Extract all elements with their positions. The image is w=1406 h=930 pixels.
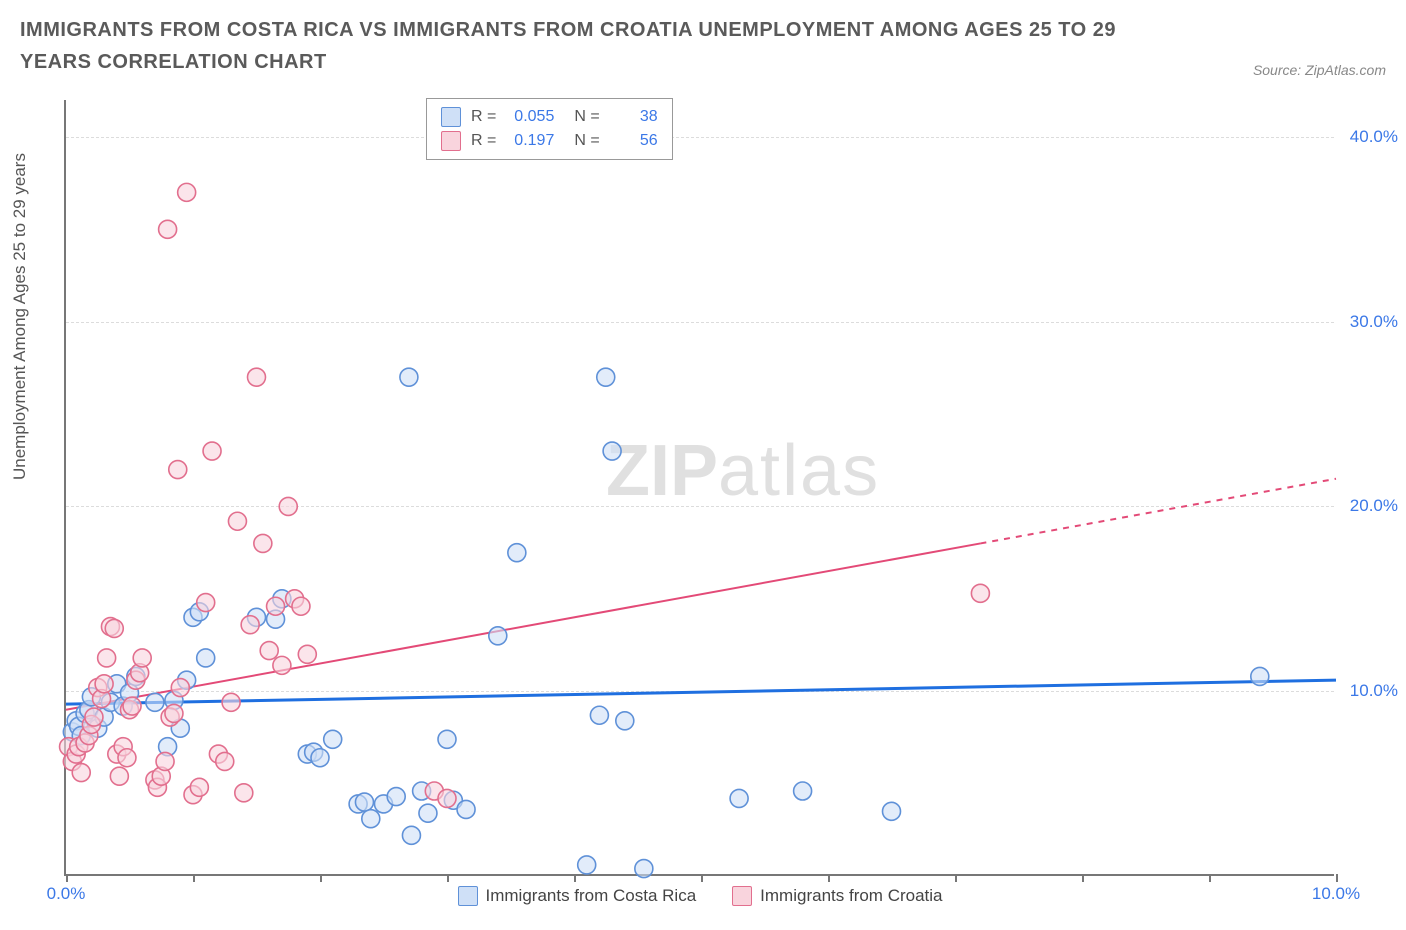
data-point: [438, 730, 456, 748]
data-point: [118, 749, 136, 767]
data-point: [85, 708, 103, 726]
n-value: 38: [610, 105, 658, 129]
legend: Immigrants from Costa Rica Immigrants fro…: [66, 886, 1334, 906]
data-point: [590, 706, 608, 724]
legend-swatch: [458, 886, 478, 906]
data-point: [254, 534, 272, 552]
data-point: [635, 860, 653, 878]
data-point: [603, 442, 621, 460]
data-point: [438, 789, 456, 807]
legend-swatch: [441, 131, 461, 151]
data-point: [400, 368, 418, 386]
data-point: [72, 764, 90, 782]
y-tick-label: 20.0%: [1350, 496, 1398, 516]
data-point: [292, 597, 310, 615]
data-point: [883, 802, 901, 820]
data-point: [178, 183, 196, 201]
x-tick: [66, 874, 68, 882]
data-point: [216, 752, 234, 770]
data-point: [159, 220, 177, 238]
data-point: [228, 512, 246, 530]
y-tick-label: 10.0%: [1350, 681, 1398, 701]
legend-label: Immigrants from Croatia: [760, 886, 942, 906]
legend-swatch: [441, 107, 461, 127]
data-point: [794, 782, 812, 800]
data-point: [616, 712, 634, 730]
y-axis-label: Unemployment Among Ages 25 to 29 years: [10, 153, 30, 480]
scatter-plot: 0.0%10.0% ZIPatlas R =0.055N =38R =0.197…: [64, 100, 1334, 876]
n-value: 56: [610, 129, 658, 153]
data-point: [98, 649, 116, 667]
data-point: [730, 789, 748, 807]
n-label: N =: [574, 105, 599, 129]
scatter-points: [66, 100, 1334, 874]
x-tick: [447, 874, 449, 882]
data-point: [197, 649, 215, 667]
data-point: [146, 693, 164, 711]
data-point: [171, 679, 189, 697]
data-point: [267, 597, 285, 615]
data-point: [197, 594, 215, 612]
data-point: [95, 675, 113, 693]
data-point: [169, 461, 187, 479]
r-value: 0.055: [506, 105, 554, 129]
data-point: [419, 804, 437, 822]
stats-row: R = 0.197 N = 56: [441, 129, 658, 153]
x-tick: [574, 874, 576, 882]
data-point: [190, 778, 208, 796]
stats-legend-box: R = 0.055 N = 38 R = 0.197 N = 56: [426, 98, 673, 160]
legend-item: Immigrants from Croatia: [732, 886, 942, 906]
data-point: [457, 800, 475, 818]
r-label: R =: [471, 129, 496, 153]
data-point: [362, 810, 380, 828]
source-attribution: Source: ZipAtlas.com: [1253, 62, 1386, 78]
data-point: [597, 368, 615, 386]
data-point: [971, 584, 989, 602]
y-tick-label: 40.0%: [1350, 127, 1398, 147]
data-point: [260, 642, 278, 660]
data-point: [578, 856, 596, 874]
data-point: [123, 697, 141, 715]
data-point: [165, 704, 183, 722]
x-tick: [828, 874, 830, 882]
data-point: [489, 627, 507, 645]
data-point: [324, 730, 342, 748]
data-point: [222, 693, 240, 711]
data-point: [105, 619, 123, 637]
data-point: [273, 656, 291, 674]
y-tick-label: 30.0%: [1350, 312, 1398, 332]
legend-label: Immigrants from Costa Rica: [486, 886, 697, 906]
x-tick: [193, 874, 195, 882]
x-tick: [1209, 874, 1211, 882]
data-point: [298, 645, 316, 663]
data-point: [279, 497, 297, 515]
data-point: [1251, 667, 1269, 685]
r-label: R =: [471, 105, 496, 129]
data-point: [110, 767, 128, 785]
data-point: [311, 749, 329, 767]
x-tick: [320, 874, 322, 882]
x-tick: [1082, 874, 1084, 882]
legend-swatch: [732, 886, 752, 906]
data-point: [133, 649, 151, 667]
r-value: 0.197: [506, 129, 554, 153]
data-point: [387, 788, 405, 806]
data-point: [156, 752, 174, 770]
x-tick: [701, 874, 703, 882]
legend-item: Immigrants from Costa Rica: [458, 886, 697, 906]
data-point: [241, 616, 259, 634]
data-point: [355, 793, 373, 811]
data-point: [402, 826, 420, 844]
chart-title: IMMIGRANTS FROM COSTA RICA VS IMMIGRANTS…: [20, 14, 1120, 78]
data-point: [248, 368, 266, 386]
data-point: [203, 442, 221, 460]
stats-row: R = 0.055 N = 38: [441, 105, 658, 129]
n-label: N =: [574, 129, 599, 153]
x-tick: [1336, 874, 1338, 882]
x-tick: [955, 874, 957, 882]
data-point: [235, 784, 253, 802]
data-point: [508, 544, 526, 562]
